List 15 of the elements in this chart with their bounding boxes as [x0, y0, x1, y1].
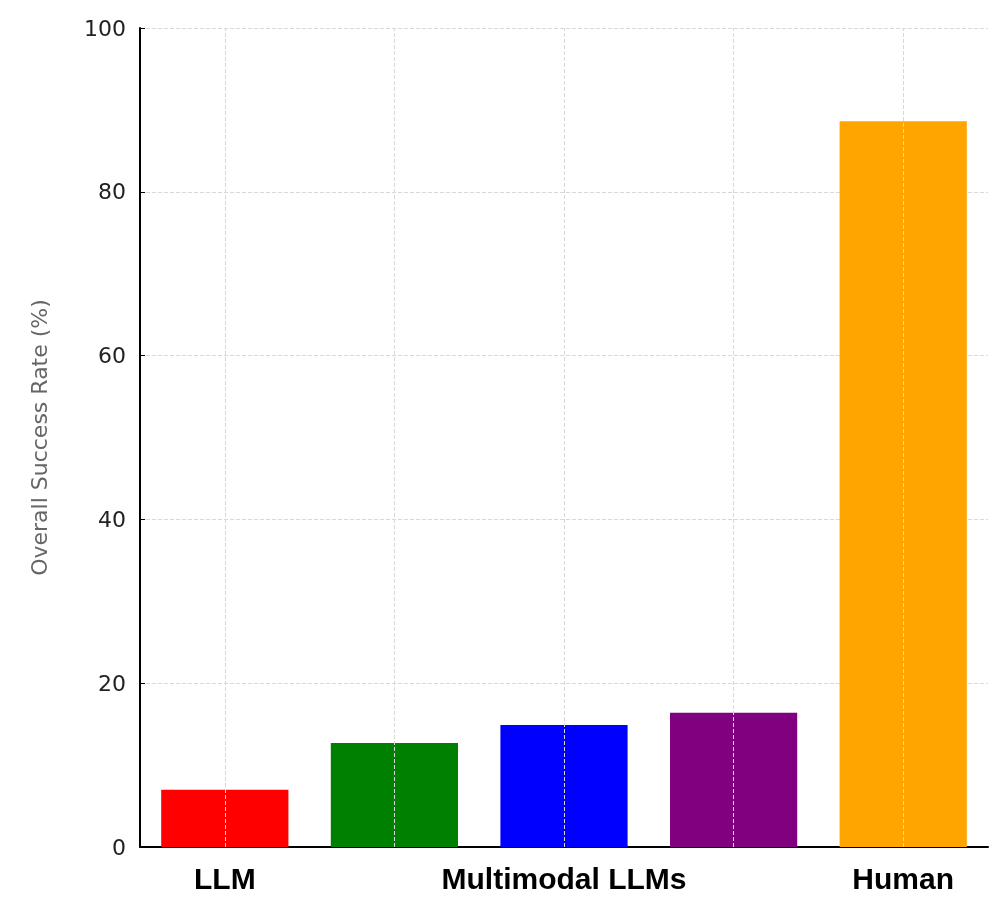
- bar: [161, 789, 289, 847]
- y-tick-label: 0: [112, 834, 126, 860]
- bar: [330, 742, 458, 847]
- y-tick-label: 80: [98, 179, 126, 205]
- x-tick-label: Human: [852, 861, 955, 895]
- bar: [670, 712, 798, 847]
- bar: [839, 121, 967, 847]
- x-tick-label: LLM: [193, 861, 256, 895]
- x-tick-label: Multimodal LLMs: [441, 861, 687, 895]
- y-axis-title: Overall Success Rate (%): [26, 299, 52, 576]
- y-tick-label: 60: [98, 343, 126, 369]
- y-tick-label: 20: [98, 670, 126, 696]
- y-tick-label: 100: [84, 15, 126, 41]
- bar: [500, 724, 628, 847]
- y-tick-label: 40: [98, 506, 126, 532]
